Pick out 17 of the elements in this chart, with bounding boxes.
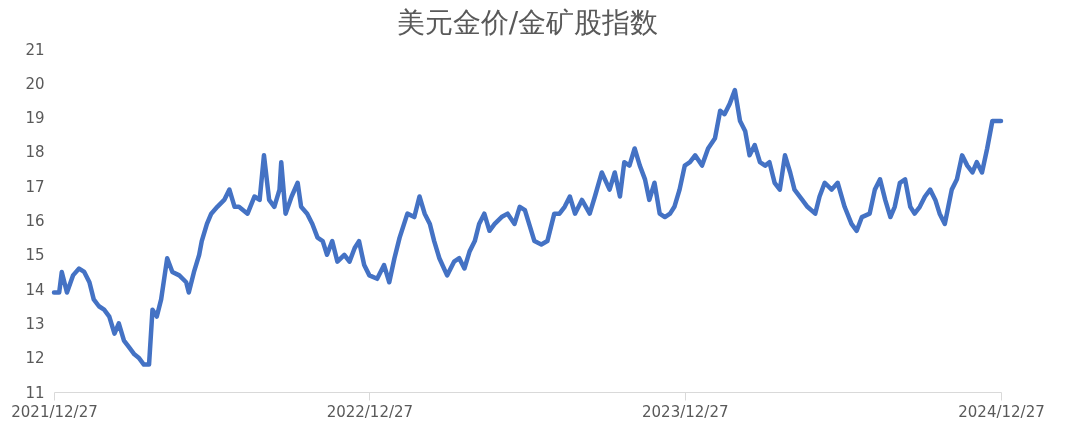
y-tick-label: 16: [25, 212, 45, 230]
y-tick-label: 19: [25, 109, 45, 128]
y-tick-label: 17: [25, 177, 45, 196]
x-tick-label: 2024/12/27: [958, 402, 1045, 421]
x-tick-label: 2022/12/27: [326, 402, 414, 421]
y-tick-label: 21: [25, 40, 45, 59]
y-tick-label: 13: [25, 314, 45, 333]
y-tick-label: 20: [25, 74, 45, 93]
y-tick-label: 11: [25, 383, 45, 402]
x-tick-label: 2023/12/27: [642, 402, 729, 421]
x-tick-label: 2021/12/27: [11, 402, 98, 421]
y-tick-label: 12: [25, 349, 45, 368]
y-tick-label: 14: [25, 280, 45, 299]
y-tick-label: 15: [25, 246, 45, 265]
y-tick-label: 18: [25, 143, 45, 162]
chart-title: 美元金价/金矿股指数: [396, 6, 659, 39]
line-series: [51, 87, 1004, 367]
